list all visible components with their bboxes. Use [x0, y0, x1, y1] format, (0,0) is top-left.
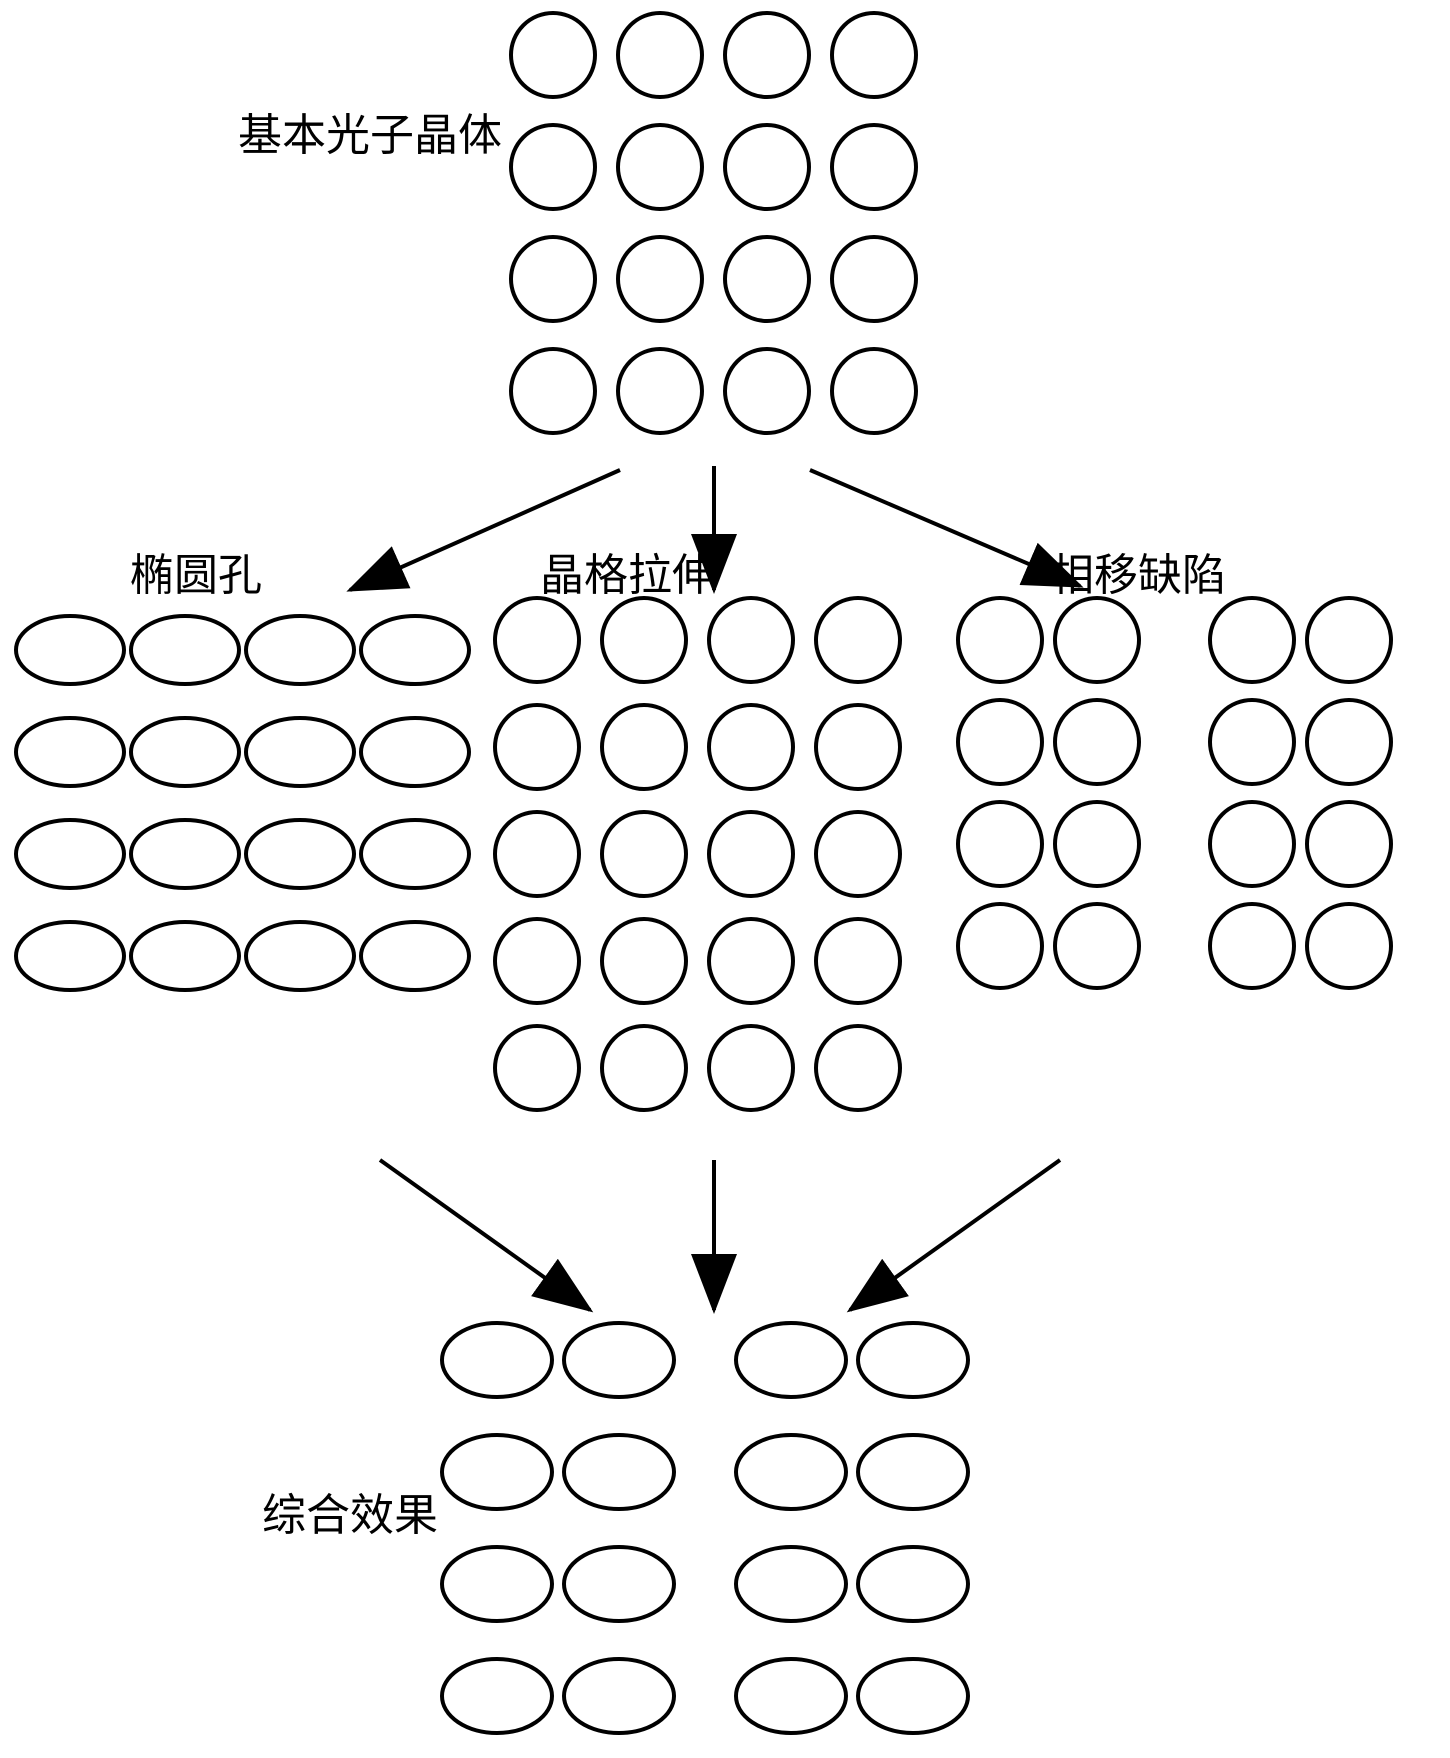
bottom-panel-hole: [858, 1659, 968, 1733]
right-panel-hole: [1307, 904, 1391, 988]
left-panel-hole: [131, 718, 239, 786]
center-panel-hole: [495, 705, 579, 789]
top-panel-hole: [511, 349, 595, 433]
right-panel-hole: [1055, 802, 1139, 886]
top-panel-hole: [725, 349, 809, 433]
top-panel-hole: [832, 13, 916, 97]
left-panel-hole: [246, 922, 354, 990]
bottom-panel-hole: [564, 1659, 674, 1733]
top-panel-hole: [618, 349, 702, 433]
label-center: 晶格拉伸: [540, 551, 716, 600]
right-panel-hole: [1210, 802, 1294, 886]
top-panel-hole: [618, 13, 702, 97]
top-panel-hole: [511, 237, 595, 321]
top-panel-hole: [725, 237, 809, 321]
bottom-panel-hole: [736, 1659, 846, 1733]
label-bottom: 综合效果: [262, 1491, 438, 1540]
top-panel-hole: [511, 13, 595, 97]
bottom-panel-hole: [442, 1547, 552, 1621]
left-panel-hole: [361, 820, 469, 888]
left-panel-hole: [246, 616, 354, 684]
arrow-lower-0: [380, 1160, 590, 1310]
photonic-crystal-diagram: 基本光子晶体椭圆孔 晶格拉伸 相移缺陷综合效果: [0, 0, 1450, 1758]
right-panel-hole: [1210, 598, 1294, 682]
right-panel-hole: [958, 598, 1042, 682]
center-panel-hole: [495, 598, 579, 682]
right-panel-hole: [1210, 904, 1294, 988]
center-panel-hole: [709, 812, 793, 896]
top-panel-hole: [832, 125, 916, 209]
top-panel-hole: [618, 237, 702, 321]
left-panel-hole: [361, 718, 469, 786]
bottom-panel-hole: [858, 1435, 968, 1509]
right-panel-hole: [1307, 598, 1391, 682]
center-panel-hole: [816, 705, 900, 789]
top-panel-hole: [832, 349, 916, 433]
bottom-panel-hole: [442, 1323, 552, 1397]
arrow-upper-2: [810, 470, 1080, 586]
bottom-panel-hole: [564, 1323, 674, 1397]
center-panel-hole: [709, 1026, 793, 1110]
right-panel-hole: [958, 802, 1042, 886]
center-panel-hole: [816, 598, 900, 682]
bottom-panel-hole: [564, 1547, 674, 1621]
center-panel-hole: [602, 919, 686, 1003]
left-panel-hole: [131, 616, 239, 684]
center-panel-hole: [495, 1026, 579, 1110]
left-panel-hole: [246, 820, 354, 888]
left-panel-hole: [16, 820, 124, 888]
right-panel-hole: [1307, 700, 1391, 784]
label-right: 相移缺陷: [1050, 551, 1226, 600]
left-panel-hole: [131, 820, 239, 888]
label-left: 椭圆孔: [130, 551, 262, 600]
top-panel-hole: [725, 13, 809, 97]
right-panel-hole: [958, 700, 1042, 784]
bottom-panel-hole: [858, 1547, 968, 1621]
bottom-panel-hole: [736, 1323, 846, 1397]
center-panel-hole: [816, 812, 900, 896]
top-panel-hole: [832, 237, 916, 321]
right-panel-hole: [1307, 802, 1391, 886]
left-panel-hole: [246, 718, 354, 786]
bottom-panel-hole: [564, 1435, 674, 1509]
center-panel-hole: [495, 812, 579, 896]
bottom-panel-hole: [858, 1323, 968, 1397]
center-panel-hole: [816, 1026, 900, 1110]
bottom-panel-hole: [442, 1435, 552, 1509]
center-panel-hole: [602, 598, 686, 682]
left-panel-hole: [16, 616, 124, 684]
left-panel-hole: [16, 718, 124, 786]
right-panel-hole: [1055, 700, 1139, 784]
center-panel-hole: [709, 705, 793, 789]
arrow-lower-2: [850, 1160, 1060, 1310]
top-panel-hole: [618, 125, 702, 209]
center-panel-hole: [602, 812, 686, 896]
top-panel-hole: [725, 125, 809, 209]
center-panel-hole: [602, 1026, 686, 1110]
label-top: 基本光子晶体: [238, 111, 502, 160]
bottom-panel-hole: [442, 1659, 552, 1733]
bottom-panel-hole: [736, 1435, 846, 1509]
left-panel-hole: [361, 922, 469, 990]
center-panel-hole: [495, 919, 579, 1003]
top-panel-hole: [511, 125, 595, 209]
left-panel-hole: [361, 616, 469, 684]
right-panel-hole: [1055, 904, 1139, 988]
center-panel-hole: [709, 919, 793, 1003]
right-panel-hole: [1055, 598, 1139, 682]
left-panel-hole: [16, 922, 124, 990]
center-panel-hole: [602, 705, 686, 789]
right-panel-hole: [1210, 700, 1294, 784]
center-panel-hole: [816, 919, 900, 1003]
bottom-panel-hole: [736, 1547, 846, 1621]
right-panel-hole: [958, 904, 1042, 988]
left-panel-hole: [131, 922, 239, 990]
center-panel-hole: [709, 598, 793, 682]
